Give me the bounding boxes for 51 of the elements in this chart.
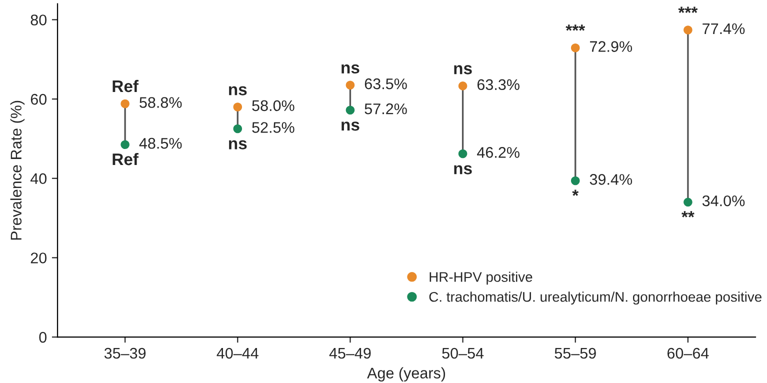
y-tick-label: 40	[30, 173, 47, 184]
point	[458, 82, 468, 90]
data-label: 34.0%	[702, 195, 745, 206]
point	[120, 140, 130, 150]
data-label: 58.0%	[252, 100, 294, 112]
point	[233, 102, 242, 112]
data-label: 57.2%	[364, 103, 407, 114]
x-tick-label: 45–49	[329, 348, 371, 359]
legend-label: HR-HPV positive	[430, 272, 532, 285]
annotation: ns	[454, 65, 472, 74]
legend-label: C. trachomatis/U. urealyticum/N. gonorrhoeae positive	[429, 292, 762, 305]
x-tick-label: 60–64	[667, 348, 709, 359]
x-tick-label: 35–39	[104, 348, 146, 359]
point	[346, 80, 355, 90]
point	[570, 176, 580, 186]
y-tick-label: 80	[30, 14, 47, 26]
point	[570, 43, 580, 52]
point	[458, 149, 468, 158]
point	[684, 26, 692, 34]
data-label: 46.2%	[477, 147, 520, 158]
point	[346, 106, 355, 115]
point	[233, 124, 242, 134]
x-tick-label: 55–59	[554, 348, 596, 359]
data-label: 58.8%	[140, 97, 182, 108]
annotation: Ref	[112, 80, 139, 92]
point	[684, 198, 692, 207]
annotation: ns	[229, 86, 247, 96]
x-axis-title: Age (years)	[367, 367, 446, 382]
data-label: 48.5%	[139, 138, 182, 149]
x-tick-label: 40–44	[216, 348, 258, 359]
y-tick-label: 60	[30, 94, 47, 105]
annotation: ns	[342, 64, 360, 74]
annotation: ***	[566, 24, 586, 31]
annotation: *	[572, 190, 579, 196]
annotation: ns	[229, 140, 247, 150]
y-tick-label: 20	[30, 252, 47, 264]
x-tick-label: 50–54	[442, 348, 484, 359]
annotation: ***	[678, 6, 698, 13]
point	[120, 99, 130, 108]
data-label: 77.4%	[702, 23, 745, 34]
y-tick-label: 0	[39, 332, 47, 343]
annotation: ns	[342, 122, 360, 131]
data-label: 39.4%	[590, 174, 632, 185]
data-label: 63.5%	[364, 78, 407, 90]
data-label: 72.9%	[590, 41, 632, 52]
data-label: 63.3%	[477, 79, 520, 90]
annotation: Ref	[112, 152, 139, 166]
annotation: ns	[454, 165, 472, 174]
y-axis-title: Prevalence Rate (%)	[10, 100, 25, 240]
data-label: 52.5%	[252, 122, 294, 133]
annotation: **	[682, 211, 694, 218]
